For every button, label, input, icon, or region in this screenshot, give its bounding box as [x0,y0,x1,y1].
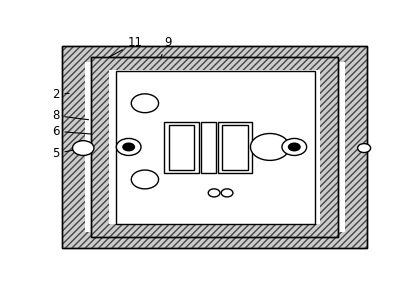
Bar [91,57,338,237]
Circle shape [251,134,290,160]
Circle shape [221,189,233,197]
Text: 9: 9 [149,36,171,82]
Bar [222,125,248,170]
Bar [85,62,344,232]
Circle shape [357,143,371,152]
Circle shape [131,94,158,113]
Text: 11: 11 [105,36,143,59]
Circle shape [72,141,94,155]
Circle shape [288,143,301,151]
Text: 5: 5 [52,147,80,160]
Circle shape [282,139,307,155]
Circle shape [116,139,141,155]
Bar [201,122,216,173]
Circle shape [122,143,135,151]
Text: 8: 8 [52,109,88,122]
Bar [168,125,194,170]
Circle shape [131,170,158,189]
Text: 6: 6 [52,125,97,138]
Bar [91,57,338,237]
Bar [91,57,338,237]
Bar [164,122,199,173]
Circle shape [208,189,220,197]
Bar [109,70,320,224]
Bar [218,122,252,173]
Bar [116,71,316,224]
Text: 2: 2 [52,88,69,101]
